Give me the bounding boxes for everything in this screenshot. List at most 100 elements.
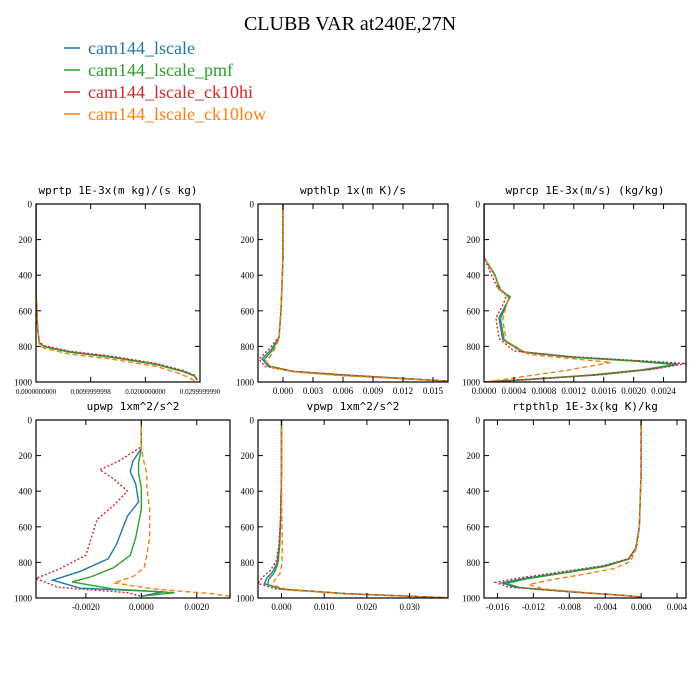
subplot-title: wprcp 1E-3x(m/s) (kg/kg) xyxy=(506,184,665,197)
series-line xyxy=(36,204,198,381)
x-tick-label: -0.016 xyxy=(486,602,510,612)
subplot: vpwp 1xm^2/s^2 0 200 400 600 800 1000 0.000 0.01… xyxy=(236,400,449,612)
x-tick-label: 0.0099999998 xyxy=(71,388,112,396)
y-tick-label: 1000 xyxy=(14,378,33,388)
y-tick-label: 0 xyxy=(250,200,255,210)
series-line xyxy=(265,204,448,382)
x-tick-label: 0.0008 xyxy=(531,386,556,396)
series-line xyxy=(36,204,198,381)
y-tick-label: 0 xyxy=(476,416,481,426)
plot-frame xyxy=(483,419,687,599)
series-line xyxy=(263,204,448,382)
series-line xyxy=(493,420,642,598)
plot-lines xyxy=(36,420,230,597)
x-tick-label: 0.012 xyxy=(393,386,413,396)
y-tick-label: 600 xyxy=(467,522,481,532)
y-tick-label: 0 xyxy=(250,416,255,426)
x-tick-label: 0.0000000000 xyxy=(16,388,57,396)
series-line xyxy=(484,204,679,382)
legend-entry: cam144_lscale_ck10low xyxy=(64,104,266,124)
y-tick-label: 600 xyxy=(467,306,481,316)
x-tick-label: 0.0020 xyxy=(621,386,646,396)
x-tick-label: -0.004 xyxy=(594,602,618,612)
y-tick-label: 800 xyxy=(467,558,481,568)
legend-entry: cam144_lscale_ck10hi xyxy=(64,82,253,102)
subplot: wpthlp 1x(m K)/s 0 200 400 600 800 1000 0.000 0.… xyxy=(236,184,449,396)
series-line xyxy=(267,420,444,598)
x-tick-label: 0.000 xyxy=(271,602,292,612)
x-tick-label: 0.015 xyxy=(423,386,444,396)
y-tick-label: 1000 xyxy=(236,594,255,604)
x-tick-label: -0.0020 xyxy=(72,602,100,612)
y-tick-label: 800 xyxy=(19,558,33,568)
legend-label: cam144_lscale_pmf xyxy=(88,60,233,80)
panels: wprtp 1E-3x(m kg)/(s kg) 0 200 400 600 800 100… xyxy=(14,184,688,612)
legend: cam144_lscale cam144_lscale_pmf cam144_l… xyxy=(64,38,266,124)
series-line xyxy=(258,420,444,598)
legend-label: cam144_lscale xyxy=(88,38,195,58)
plot-frame xyxy=(257,203,449,383)
plot-lines xyxy=(258,420,448,598)
series-line xyxy=(50,420,164,597)
x-tick-label: 0.0000 xyxy=(129,602,154,612)
x-tick-label: -0.012 xyxy=(522,602,545,612)
plot-frame xyxy=(483,203,687,383)
figure-title: CLUBB VAR at240E,27N xyxy=(244,13,456,35)
x-tick-label: 0.006 xyxy=(333,386,354,396)
x-tick-label: 0.004 xyxy=(667,602,688,612)
subplot: upwp 1xm^2/s^2 0 200 400 600 800 1000 -0.0020 0.… xyxy=(14,400,231,612)
y-tick-label: 400 xyxy=(467,487,481,497)
series-line xyxy=(484,204,612,382)
y-tick-label: 800 xyxy=(19,342,33,352)
subplot-title: vpwp 1xm^2/s^2 xyxy=(307,400,400,413)
legend-label: cam144_lscale_ck10hi xyxy=(88,82,253,102)
plot-lines xyxy=(36,204,198,382)
subplot: rtpthlp 1E-3x(kg K)/kg02004006008001000-… xyxy=(462,400,688,612)
subplot-title: wprtp 1E-3x(m kg)/(s kg) xyxy=(39,184,198,197)
series-line xyxy=(71,420,175,597)
series-line xyxy=(36,420,143,597)
series-line xyxy=(258,204,448,382)
x-tick-label: 0.000 xyxy=(273,386,294,396)
y-tick-label: 200 xyxy=(19,451,33,461)
y-tick-label: 400 xyxy=(241,487,255,497)
x-tick-label: 0.0016 xyxy=(591,386,616,396)
y-tick-label: 400 xyxy=(19,487,33,497)
x-tick-label: 0.020 xyxy=(357,602,378,612)
subplot: wprcp 1E-3x(m/s) (kg/kg) 0 200 400 600 800 100… xyxy=(462,184,687,396)
x-tick-label: 0.0299999990 xyxy=(180,388,221,396)
series-line xyxy=(273,420,448,598)
series-line xyxy=(484,204,675,382)
x-tick-label: 0.0000 xyxy=(472,386,497,396)
y-tick-label: 600 xyxy=(19,522,33,532)
x-tick-label: 0.0004 xyxy=(502,386,527,396)
y-tick-label: 800 xyxy=(467,342,481,352)
x-tick-label: 0.0020 xyxy=(184,602,209,612)
series-line xyxy=(113,420,230,597)
series-line xyxy=(36,204,195,382)
x-tick-label: 0.003 xyxy=(303,386,324,396)
subplot-title: rtpthlp 1E-3x(kg K)/kg xyxy=(512,400,658,413)
x-tick-label: 0.009 xyxy=(363,386,384,396)
plot-lines xyxy=(484,204,686,382)
y-tick-label: 1000 xyxy=(462,594,481,604)
y-tick-label: 1000 xyxy=(462,378,481,388)
legend-entry: cam144_lscale_pmf xyxy=(64,60,233,80)
y-tick-label: 0 xyxy=(28,200,33,210)
y-tick-label: 400 xyxy=(467,271,481,281)
x-tick-label: 0.0200000000 xyxy=(125,388,166,396)
series-line xyxy=(263,420,444,598)
y-tick-label: 200 xyxy=(19,235,33,245)
y-tick-label: 0 xyxy=(476,200,481,210)
x-tick-label: 0.0012 xyxy=(561,386,586,396)
y-tick-label: 400 xyxy=(241,271,255,281)
plot-frame xyxy=(35,203,201,383)
y-tick-label: 0 xyxy=(28,416,33,426)
y-tick-label: 600 xyxy=(241,306,255,316)
plot-frame xyxy=(257,419,449,599)
y-tick-label: 200 xyxy=(241,235,255,245)
subplot-title: wpthlp 1x(m K)/s xyxy=(300,184,406,197)
y-tick-label: 200 xyxy=(467,451,481,461)
y-tick-label: 200 xyxy=(467,235,481,245)
x-tick-label: 0.010 xyxy=(314,602,335,612)
